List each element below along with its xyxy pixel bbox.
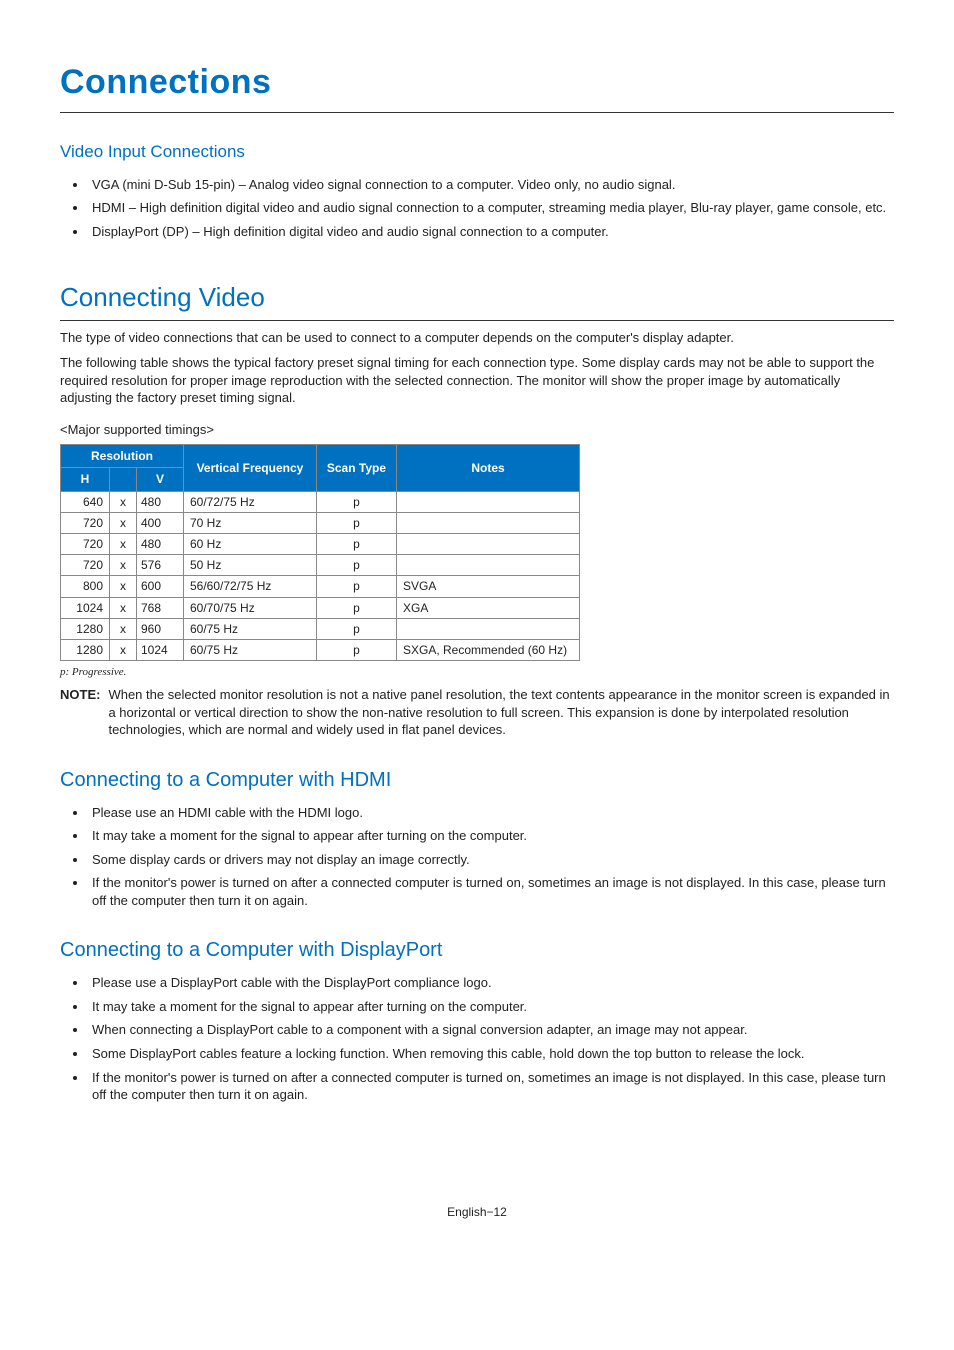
- table-cell: 60 Hz: [184, 534, 317, 555]
- table-cell: 60/75 Hz: [184, 618, 317, 639]
- dp-heading: Connecting to a Computer with DisplayPor…: [60, 937, 894, 964]
- table-cell: x: [110, 639, 137, 660]
- table-cell: 1280: [61, 618, 110, 639]
- table-cell: 720: [61, 555, 110, 576]
- table-row: 800x60056/60/72/75 HzpSVGA: [61, 576, 580, 597]
- hdmi-list: Please use an HDMI cable with the HDMI l…: [60, 804, 894, 910]
- table-cell: p: [316, 491, 396, 512]
- video-input-list: VGA (mini D-Sub 15-pin) – Analog video s…: [60, 176, 894, 241]
- table-cell: 60/72/75 Hz: [184, 491, 317, 512]
- timings-table: Resolution Vertical Frequency Scan Type …: [60, 444, 580, 661]
- note-body: When the selected monitor resolution is …: [108, 686, 894, 739]
- table-header-row: Resolution Vertical Frequency Scan Type …: [61, 445, 580, 468]
- list-item: It may take a moment for the signal to a…: [88, 998, 894, 1016]
- table-cell: x: [110, 576, 137, 597]
- table-cell: 60/70/75 Hz: [184, 597, 317, 618]
- table-row: 1280x102460/75 HzpSXGA, Recommended (60 …: [61, 639, 580, 660]
- table-cell: SVGA: [397, 576, 580, 597]
- table-row: 720x40070 Hzp: [61, 512, 580, 533]
- table-cell: 720: [61, 534, 110, 555]
- table-cell: 720: [61, 512, 110, 533]
- table-cell: [397, 555, 580, 576]
- th-notes: Notes: [397, 445, 580, 491]
- list-item: DisplayPort (DP) – High definition digit…: [88, 223, 894, 241]
- table-row: 1024x76860/70/75 HzpXGA: [61, 597, 580, 618]
- table-cell: 56/60/72/75 Hz: [184, 576, 317, 597]
- footnote: p: Progressive.: [60, 665, 894, 680]
- note-label: NOTE:: [60, 686, 108, 739]
- list-item: VGA (mini D-Sub 15-pin) – Analog video s…: [88, 176, 894, 194]
- list-item: When connecting a DisplayPort cable to a…: [88, 1021, 894, 1039]
- table-cell: x: [110, 491, 137, 512]
- list-item: Some DisplayPort cables feature a lockin…: [88, 1045, 894, 1063]
- th-blank: [110, 468, 137, 491]
- table-cell: 576: [137, 555, 184, 576]
- table-cell: 800: [61, 576, 110, 597]
- list-item: Some display cards or drivers may not di…: [88, 851, 894, 869]
- table-cell: [397, 491, 580, 512]
- table-cell: x: [110, 597, 137, 618]
- th-resolution: Resolution: [61, 445, 184, 468]
- table-row: 640x48060/72/75 Hzp: [61, 491, 580, 512]
- table-cell: 480: [137, 491, 184, 512]
- paragraph: The following table shows the typical fa…: [60, 354, 894, 407]
- th-vfreq: Vertical Frequency: [184, 445, 317, 491]
- table-row: 720x48060 Hzp: [61, 534, 580, 555]
- timings-tbody: 640x48060/72/75 Hzp720x40070 Hzp720x4806…: [61, 491, 580, 661]
- page-footer: English−12: [60, 1204, 894, 1220]
- th-scan: Scan Type: [316, 445, 396, 491]
- table-cell: [397, 534, 580, 555]
- timings-label: <Major supported timings>: [60, 421, 894, 439]
- table-row: 1280x96060/75 Hzp: [61, 618, 580, 639]
- table-cell: 1024: [137, 639, 184, 660]
- table-cell: p: [316, 576, 396, 597]
- note-block: NOTE: When the selected monitor resoluti…: [60, 686, 894, 739]
- table-cell: 768: [137, 597, 184, 618]
- page-title: Connections: [60, 60, 894, 113]
- list-item: Please use a DisplayPort cable with the …: [88, 974, 894, 992]
- hdmi-heading: Connecting to a Computer with HDMI: [60, 767, 894, 794]
- table-cell: p: [316, 534, 396, 555]
- table-cell: 1024: [61, 597, 110, 618]
- table-cell: SXGA, Recommended (60 Hz): [397, 639, 580, 660]
- table-cell: p: [316, 639, 396, 660]
- list-item: HDMI – High definition digital video and…: [88, 199, 894, 217]
- table-cell: 400: [137, 512, 184, 533]
- list-item: If the monitor's power is turned on afte…: [88, 874, 894, 909]
- list-item: If the monitor's power is turned on afte…: [88, 1069, 894, 1104]
- table-cell: x: [110, 618, 137, 639]
- table-cell: 60/75 Hz: [184, 639, 317, 660]
- video-input-heading: Video Input Connections: [60, 141, 894, 164]
- list-item: It may take a moment for the signal to a…: [88, 827, 894, 845]
- table-cell: [397, 512, 580, 533]
- th-h: H: [61, 468, 110, 491]
- table-cell: 600: [137, 576, 184, 597]
- table-cell: 640: [61, 491, 110, 512]
- table-cell: 480: [137, 534, 184, 555]
- table-cell: x: [110, 555, 137, 576]
- table-cell: 70 Hz: [184, 512, 317, 533]
- connecting-video-heading: Connecting Video: [60, 280, 894, 320]
- table-cell: p: [316, 618, 396, 639]
- table-cell: 960: [137, 618, 184, 639]
- dp-list: Please use a DisplayPort cable with the …: [60, 974, 894, 1103]
- table-cell: 50 Hz: [184, 555, 317, 576]
- table-cell: 1280: [61, 639, 110, 660]
- table-cell: XGA: [397, 597, 580, 618]
- table-cell: p: [316, 555, 396, 576]
- table-cell: p: [316, 597, 396, 618]
- table-row: 720x57650 Hzp: [61, 555, 580, 576]
- table-cell: x: [110, 512, 137, 533]
- table-cell: [397, 618, 580, 639]
- paragraph: The type of video connections that can b…: [60, 329, 894, 347]
- table-cell: p: [316, 512, 396, 533]
- th-v: V: [137, 468, 184, 491]
- list-item: Please use an HDMI cable with the HDMI l…: [88, 804, 894, 822]
- table-cell: x: [110, 534, 137, 555]
